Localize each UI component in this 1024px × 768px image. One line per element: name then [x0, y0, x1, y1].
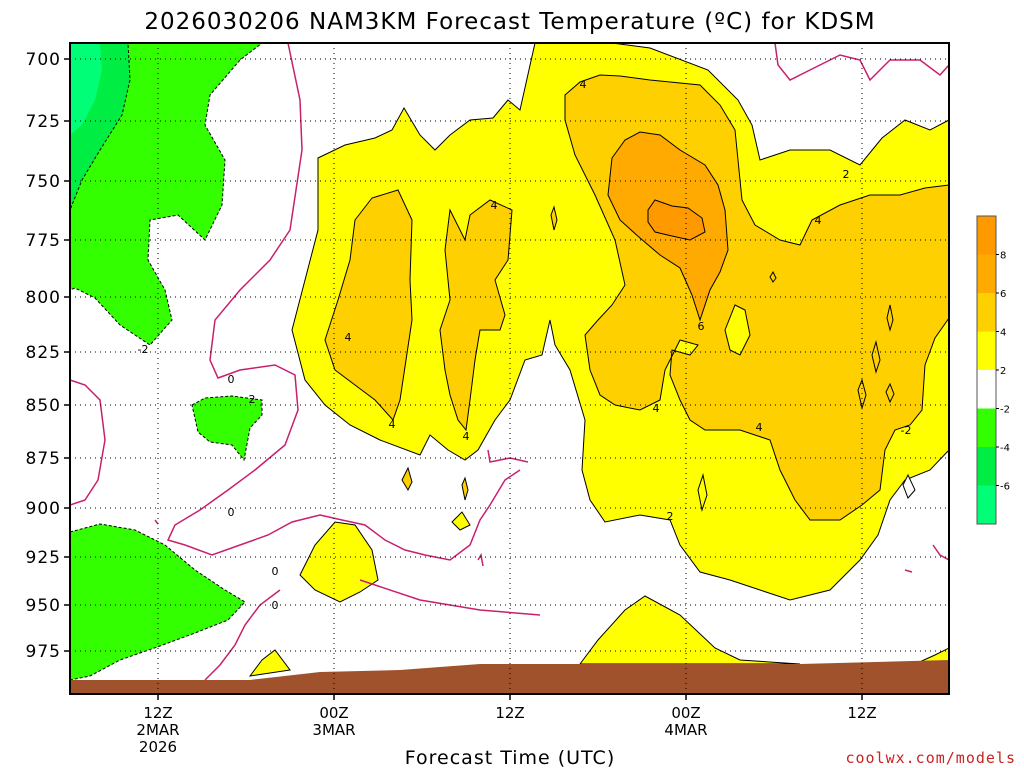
contour-label: 4 [653, 402, 660, 415]
credit-text: coolwx.com/models [845, 749, 1016, 767]
zero-line-7 [477, 552, 484, 567]
region-2-to-4-ground-b [248, 649, 291, 677]
ground-fill [70, 660, 949, 694]
x-tick-label: 4MAR [664, 721, 707, 739]
contour-label: 0 [272, 599, 279, 612]
region-4-to-6-b [439, 199, 513, 432]
cell-d [885, 382, 895, 404]
region-8-to-10 [647, 199, 706, 241]
cell-h [401, 466, 413, 492]
legend-swatch [977, 216, 996, 255]
contour-label: 4 [463, 430, 470, 443]
legend-label: -4 [1000, 443, 1010, 454]
contour-labels: 4 2 4 6 4 4 4 4 4 2 4 -2 -2 0 2 0 0 0 [138, 78, 912, 612]
contour-label: 4 [580, 78, 587, 91]
contour-label: 2 [667, 510, 674, 523]
legend-label: 8 [1000, 251, 1006, 262]
y-tick-label: 925 [26, 548, 61, 568]
y-tick-label: 975 [26, 642, 61, 662]
contour-label: 2 [249, 393, 256, 406]
contour-label: 4 [345, 331, 352, 344]
x-tick-label: 2026 [139, 738, 177, 756]
y-tick-label: 850 [26, 396, 61, 416]
cell-k [769, 270, 777, 283]
zero-line-3 [204, 589, 281, 681]
y-tick-label: 825 [26, 343, 61, 363]
contour-label: 0 [228, 506, 235, 519]
y-tick-label: 725 [26, 112, 61, 132]
region-below-neg6 [70, 43, 102, 135]
legend-swatch [977, 293, 996, 332]
region-2-to-4-ground-a [579, 595, 801, 665]
x-tick-label: 00Z [319, 704, 348, 722]
contour-label: 0 [272, 565, 279, 578]
y-tick-label: 900 [26, 499, 61, 519]
gridlines [70, 43, 949, 694]
legend-swatch [977, 370, 996, 409]
contour-label: 4 [756, 421, 763, 434]
zero-line-6 [487, 449, 529, 463]
contour-label: 0 [228, 373, 235, 386]
plot-area: 4 2 4 6 4 4 4 4 4 2 4 -2 -2 0 2 0 0 0 [70, 43, 949, 694]
region-4-to-6-a [324, 189, 413, 421]
cell-i [461, 476, 469, 501]
region-below-neg2-mid [191, 395, 263, 462]
y-tick-label: 775 [26, 231, 61, 251]
y-axis: 700 725 750 775 800 825 850 875 900 925 950 975 [26, 50, 70, 662]
x-tick-label: 00Z [671, 704, 700, 722]
cell-c [871, 340, 881, 374]
legend-swatch [977, 331, 996, 370]
contour-label: 4 [815, 214, 822, 227]
region-2-to-4-small-b [451, 511, 471, 531]
cell-f [886, 304, 894, 332]
y-tick-label: 700 [26, 50, 61, 70]
legend-swatch [977, 485, 996, 524]
zero-degree-contours [70, 43, 949, 681]
zero-line-8 [904, 569, 913, 573]
cell-g [902, 473, 916, 499]
zero-line-2 [70, 379, 106, 506]
y-tick-label: 750 [26, 172, 61, 192]
x-tick-label: 12Z [495, 704, 524, 722]
legend-label: 6 [1000, 289, 1006, 300]
legend-swatch [977, 408, 996, 447]
chart-title: 2026030206 NAM3KM Forecast Temperature (… [144, 9, 875, 35]
x-tick-label: 2MAR [136, 721, 179, 739]
legend-label: 2 [1000, 366, 1006, 377]
legend-swatch [977, 254, 996, 293]
y-tick-label: 875 [26, 449, 61, 469]
x-tick-label: 3MAR [312, 721, 355, 739]
contour-label: -2 [138, 343, 149, 356]
cell-a [724, 304, 751, 356]
legend-swatch [977, 447, 996, 486]
contour-label: 4 [491, 199, 498, 212]
legend-label: 4 [1000, 328, 1006, 339]
contour-label: -2 [901, 424, 912, 437]
x-tick-label: 12Z [143, 704, 172, 722]
zero-line-9 [932, 544, 949, 561]
x-axis-label: Forecast Time (UTC) [405, 747, 615, 768]
legend-label: -2 [1000, 405, 1010, 416]
region-2-to-4-small-a [299, 521, 379, 603]
y-tick-label: 950 [26, 596, 61, 616]
cell-b [697, 473, 708, 512]
zero-line-1 [166, 43, 521, 561]
legend-label: -6 [1000, 482, 1010, 493]
x-tick-label: 12Z [847, 704, 876, 722]
contour-label: 6 [698, 320, 705, 333]
contour-label: 4 [389, 418, 396, 431]
zero-line-5 [774, 43, 949, 82]
y-tick-label: 800 [26, 288, 61, 308]
legend-colorbar: 8 6 4 2 -2 -4 -6 [976, 215, 1010, 525]
contour-label: 2 [843, 168, 850, 181]
region-below-neg2-lower-left [70, 523, 246, 681]
cell-j [550, 205, 558, 231]
